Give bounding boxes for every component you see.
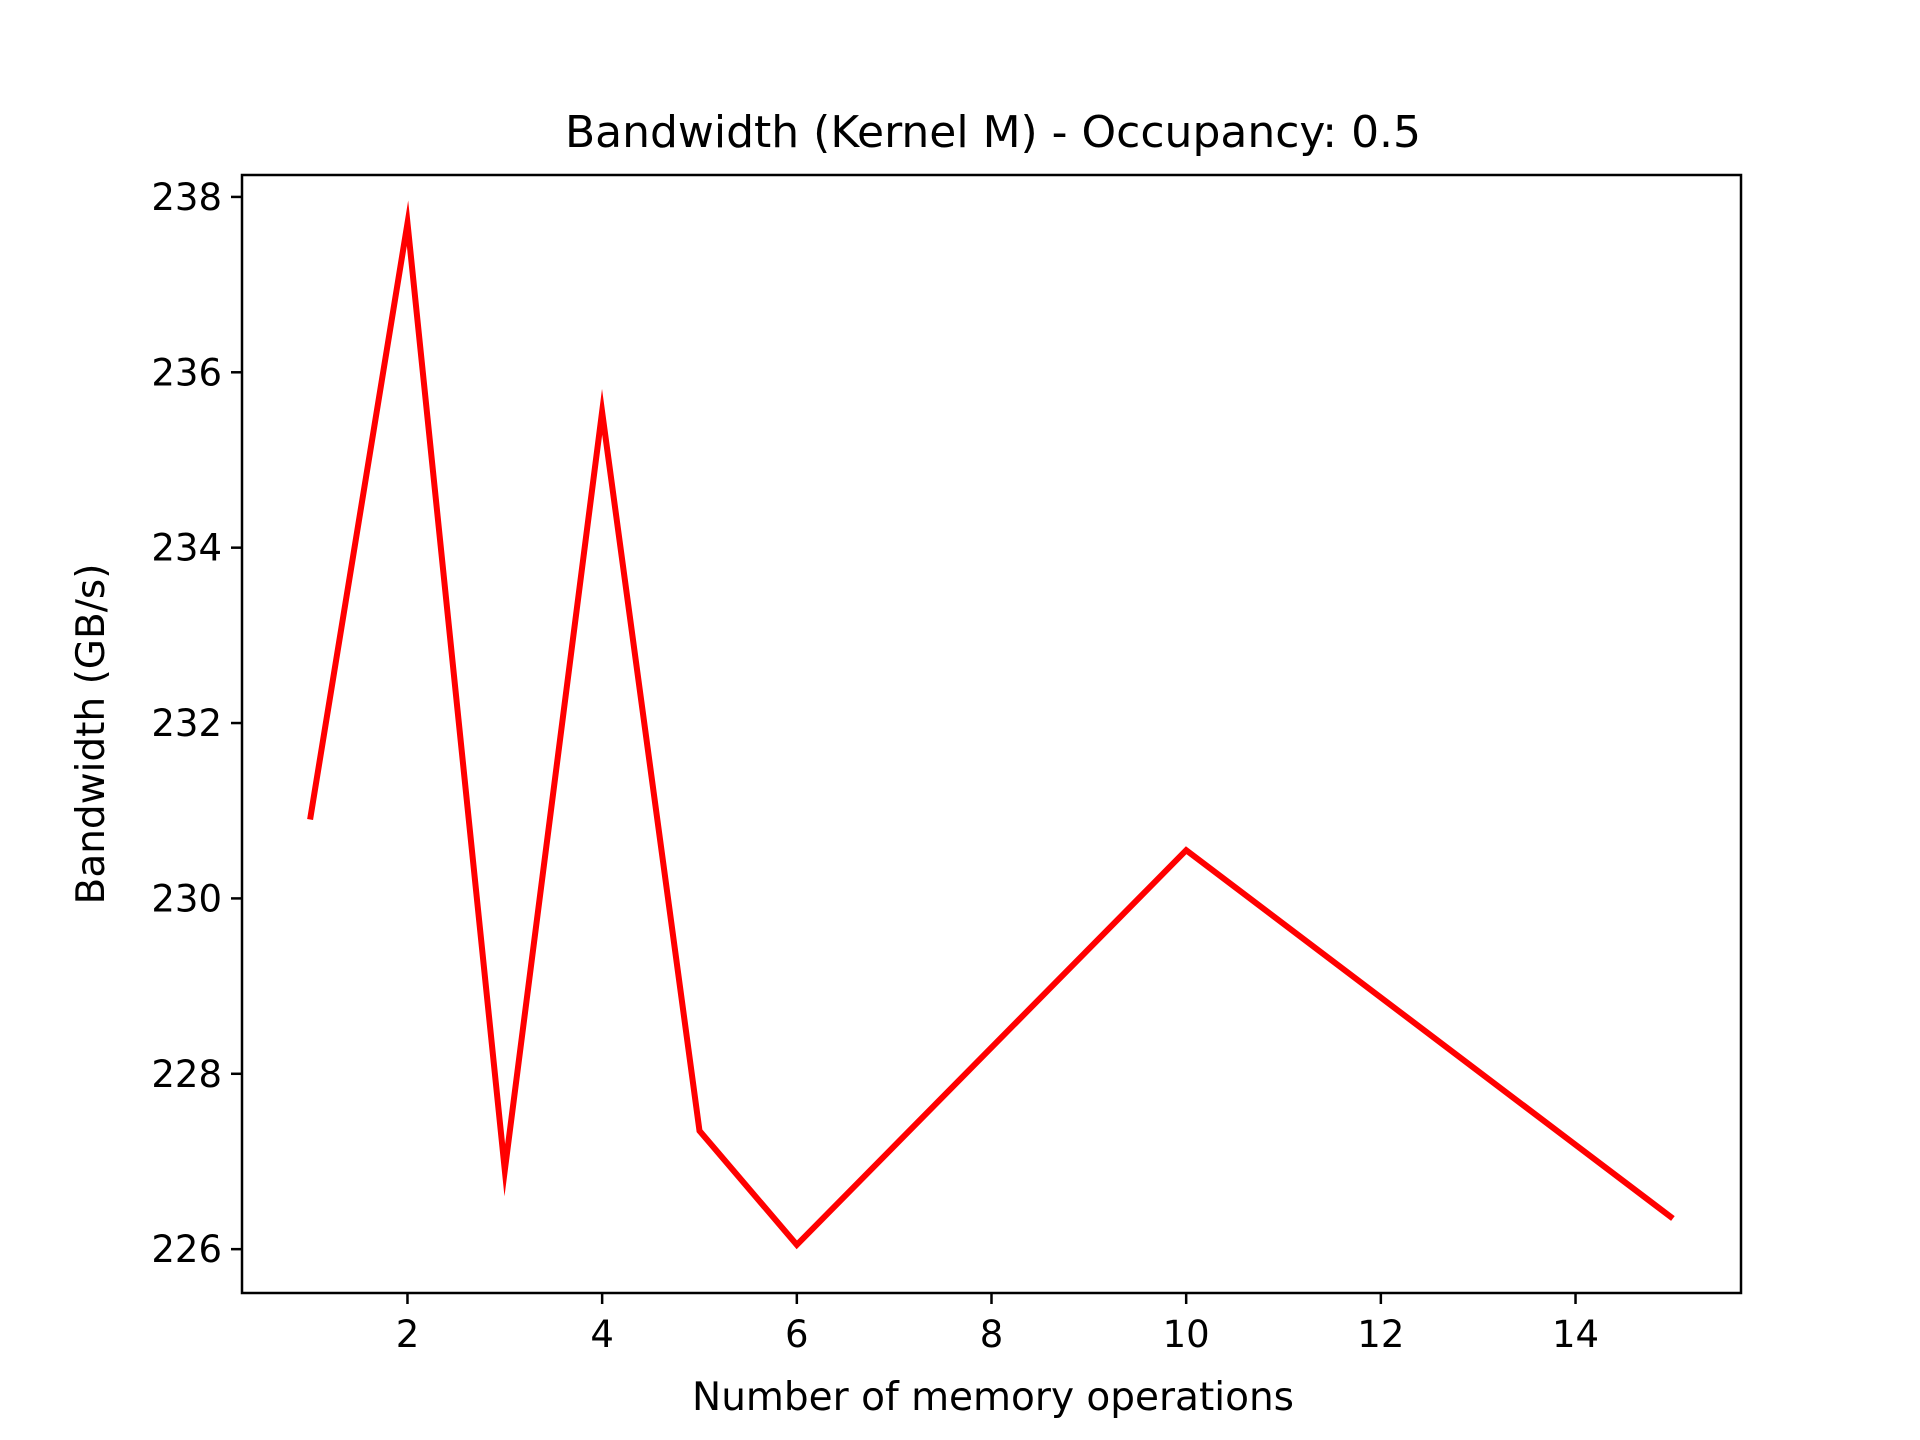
y-tick-label: 230 [151, 877, 222, 920]
x-tick-label: 14 [1552, 1313, 1599, 1356]
y-tick-label: 238 [151, 176, 222, 219]
x-tick-label: 4 [590, 1313, 614, 1356]
x-tick-label: 8 [980, 1313, 1004, 1356]
y-tick-label: 228 [151, 1053, 222, 1096]
x-axis-label: Number of memory operations [692, 1375, 1294, 1420]
y-tick-label: 232 [151, 702, 222, 745]
series-line [307, 200, 1675, 1250]
y-tick-label: 226 [151, 1228, 222, 1271]
y-tick-label: 234 [151, 527, 222, 570]
x-tick-label: 10 [1163, 1313, 1210, 1356]
x-tick-label: 12 [1357, 1313, 1404, 1356]
plot-frame [240, 173, 1743, 1295]
x-tick-label: 2 [396, 1313, 420, 1356]
y-tick-label: 236 [151, 351, 222, 394]
chart-title: Bandwidth (Kernel M) - Occupancy: 0.5 [565, 107, 1421, 158]
y-axis-ticks: 226 228 230 232 234 236 238 [151, 176, 242, 1271]
x-axis-ticks: 2 4 6 8 10 12 14 [396, 1293, 1599, 1356]
y-axis-label: Bandwidth (GB/s) [69, 564, 114, 905]
series-layer [307, 200, 1675, 1250]
x-tick-label: 6 [785, 1313, 809, 1356]
